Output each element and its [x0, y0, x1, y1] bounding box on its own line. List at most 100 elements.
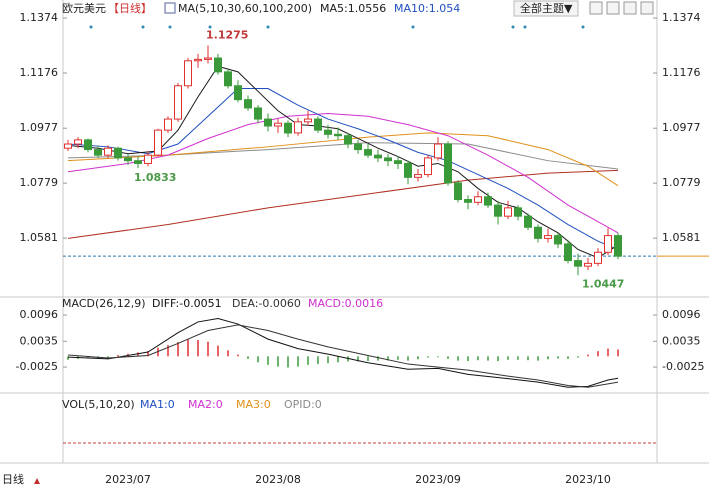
high-label: 1.1275 [206, 29, 248, 42]
candle-body [454, 182, 462, 201]
candle-body [584, 262, 592, 267]
candle-body [254, 107, 262, 120]
period: 【日线】 [108, 1, 152, 15]
event-marker[interactable] [511, 25, 515, 29]
legend-entry: DIFF:-0.0051 [152, 297, 222, 310]
candle-body [364, 149, 372, 156]
x-tick-label: 2023/07 [105, 473, 151, 486]
x-tick-label: 2023/10 [565, 473, 611, 486]
candle-body [64, 143, 72, 149]
candle-body [334, 133, 342, 137]
ma-line [67, 169, 619, 239]
ma-line [67, 88, 619, 250]
x-tick-label: 2023/09 [415, 473, 461, 486]
legend-entry: MA1:0 [140, 398, 175, 411]
y-tick-label: 1.0581 [662, 231, 701, 244]
candle-body [104, 147, 112, 156]
candle-body [444, 143, 452, 184]
candle-body [564, 243, 572, 262]
y-tick-label: 1.1374 [662, 11, 701, 24]
y-tick-label: 0.0096 [20, 308, 59, 321]
event-marker[interactable] [168, 25, 172, 29]
theme-button-label[interactable]: 全部主题▼ [520, 1, 573, 15]
candle-body [184, 60, 192, 87]
period-switch[interactable]: 日线 [2, 472, 24, 486]
candle-body [484, 196, 492, 206]
candle-body [194, 58, 202, 62]
legend-entry: MA2:0 [188, 398, 223, 411]
candle-body [464, 199, 472, 203]
tool-icon[interactable] [606, 1, 620, 15]
candle-body [144, 154, 152, 164]
ma-icon[interactable] [164, 2, 176, 14]
y-tick-label: 1.0581 [20, 231, 59, 244]
candle-body [374, 154, 382, 159]
candle-body [524, 215, 532, 228]
candle-body [474, 196, 482, 203]
candle-body [324, 129, 332, 135]
low-label: 1.0833 [134, 171, 176, 184]
event-marker[interactable] [523, 25, 527, 29]
period-switch-arrow[interactable] [34, 478, 40, 484]
event-marker[interactable] [581, 25, 585, 29]
candle-body [274, 122, 282, 127]
candle-body [604, 235, 612, 253]
candle-body [594, 251, 602, 264]
candle-body [284, 122, 292, 134]
event-marker[interactable] [89, 25, 93, 29]
y-tick-label: 0.0096 [662, 308, 701, 321]
legend-title: MA(5,10,30,60,100,200) [178, 2, 312, 15]
candle-body [234, 85, 242, 101]
y-tick-label: 1.0779 [20, 176, 59, 189]
x-tick-label: 2023/08 [255, 473, 301, 486]
candle-body [544, 235, 552, 239]
candle-body [134, 160, 142, 164]
y-tick-label: 1.1176 [662, 66, 701, 79]
y-tick-label: 0.0035 [20, 334, 59, 347]
candle-body [114, 147, 122, 159]
y-tick-label: 1.1176 [20, 66, 59, 79]
tool-icon[interactable] [623, 1, 637, 15]
event-marker[interactable] [141, 25, 145, 29]
y-tick-label: -0.0025 [662, 360, 704, 373]
theme-button[interactable] [513, 0, 579, 17]
tool-icon[interactable] [640, 1, 654, 15]
y-tick-label: 1.0977 [20, 121, 59, 134]
legend-entry: MA10:1.054 [394, 2, 460, 15]
candle-body [574, 260, 582, 267]
y-tick-label: 1.1374 [20, 11, 59, 24]
candle-body [314, 118, 322, 131]
tool-icon[interactable] [589, 1, 603, 15]
y-tick-label: 1.0779 [662, 176, 701, 189]
candle-body [534, 226, 542, 239]
candle-body [404, 162, 412, 178]
ma-line [67, 132, 619, 187]
candle-body [414, 174, 422, 178]
candle-body [554, 235, 562, 245]
event-marker[interactable] [411, 25, 415, 29]
candle-body [504, 207, 512, 217]
candle-body [74, 139, 82, 145]
panel-title: VOL(5,10,20) [62, 398, 135, 411]
candle-body [354, 143, 362, 151]
candle-body [494, 204, 502, 217]
y-tick-label: -0.0025 [16, 360, 58, 373]
y-tick-label: 0.0035 [662, 334, 701, 347]
symbol: 欧元美元 [62, 2, 106, 15]
candle-body [174, 85, 182, 120]
event-marker[interactable] [266, 25, 270, 29]
candle-body [294, 121, 302, 134]
candle-body [514, 207, 522, 217]
legend-entry: MA5:1.0556 [320, 2, 386, 15]
candle-body [94, 149, 102, 156]
event-marker[interactable] [208, 25, 212, 29]
candle-body [394, 160, 402, 164]
candle-body [304, 118, 312, 123]
candle-body [154, 129, 162, 156]
candle-body [344, 135, 352, 145]
candle-body [264, 118, 272, 127]
candle-body [614, 235, 622, 257]
ma-line [67, 113, 619, 234]
